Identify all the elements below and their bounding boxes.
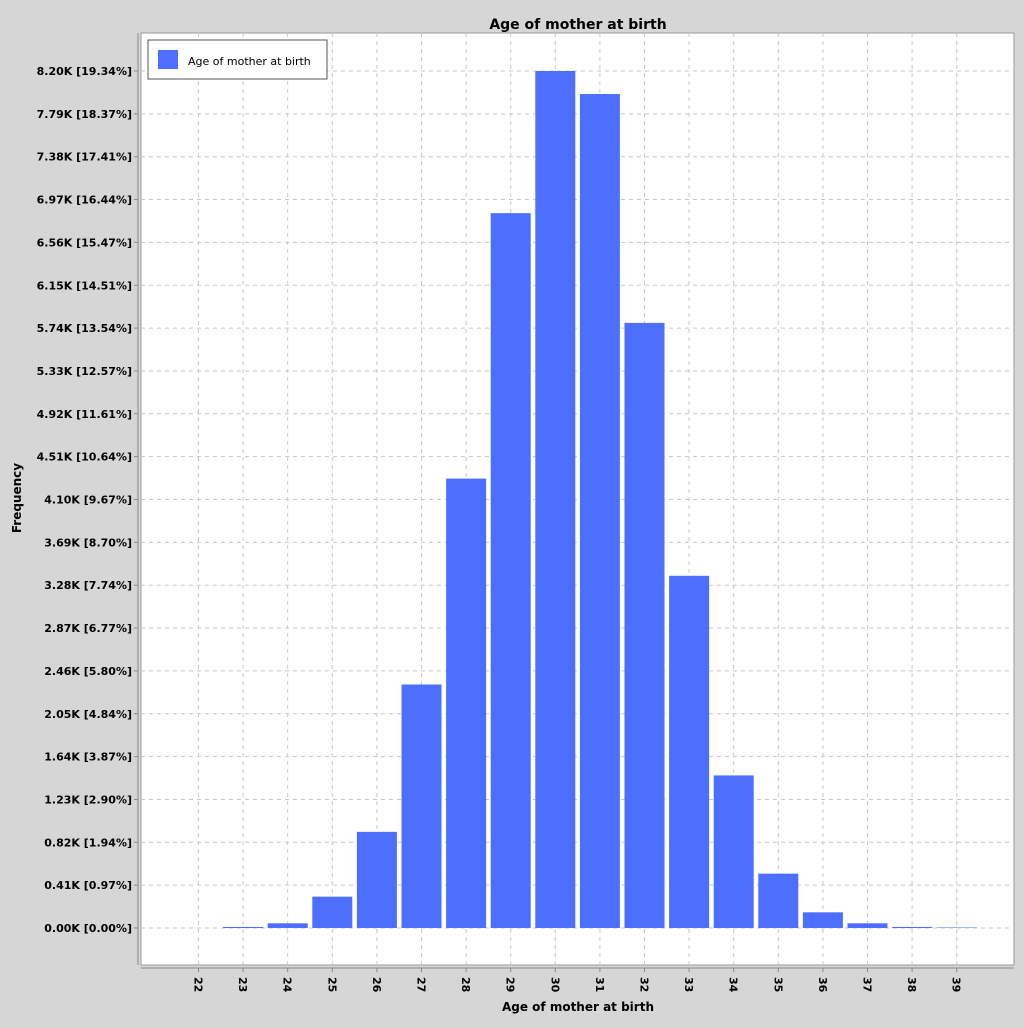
y-tick-label: 5.33K [12.57%] xyxy=(37,365,132,378)
y-tick-label: 2.05K [4.84%] xyxy=(44,708,132,721)
bar-age-39 xyxy=(936,927,977,928)
x-axis-ticks: 22 23 24 25 26 27 28 29 30 31 32 33 34 35 36 37 38 39 xyxy=(192,968,963,993)
y-tick-label: 1.23K [2.90%] xyxy=(44,793,132,806)
bar-age-24 xyxy=(267,923,308,928)
x-tick-label: 24 xyxy=(281,977,294,993)
x-tick-label: 33 xyxy=(682,977,695,992)
x-tick-label: 36 xyxy=(816,977,829,993)
x-tick-label: 25 xyxy=(325,977,338,992)
y-tick-label: 7.79K [18.37%] xyxy=(37,108,132,121)
x-tick-label: 30 xyxy=(548,977,561,993)
x-tick-label: 28 xyxy=(459,977,472,992)
x-tick-label: 38 xyxy=(905,977,918,992)
y-tick-label: 4.10K [9.67%] xyxy=(44,494,132,507)
y-axis-ticks: 0.00K [0.00%] 0.41K [0.97%] 0.82K [1.94%] 1… xyxy=(37,65,138,935)
x-tick-label: 26 xyxy=(370,977,383,993)
y-tick-label: 2.46K [5.80%] xyxy=(44,665,132,678)
x-tick-label: 23 xyxy=(236,977,249,992)
x-tick-label: 37 xyxy=(861,977,874,992)
bar-age-28 xyxy=(446,478,487,928)
y-tick-label: 0.82K [1.94%] xyxy=(44,836,132,849)
legend: Age of mother at birth xyxy=(147,39,328,80)
y-tick-label: 6.15K [14.51%] xyxy=(37,279,132,292)
y-tick-label: 4.51K [10.64%] xyxy=(37,451,132,464)
bars xyxy=(223,71,977,929)
x-tick-label: 39 xyxy=(950,977,963,992)
x-tick-label: 29 xyxy=(504,977,517,992)
bar-age-37 xyxy=(847,923,888,928)
bar-age-30 xyxy=(535,71,576,928)
y-tick-label: 2.87K [6.77%] xyxy=(44,622,132,635)
bar-age-32 xyxy=(624,322,665,928)
x-tick-label: 31 xyxy=(593,977,606,992)
y-tick-label: 3.69K [8.70%] xyxy=(44,536,132,549)
y-tick-label: 3.28K [7.74%] xyxy=(44,579,132,592)
y-tick-label: 0.00K [0.00%] xyxy=(44,922,132,935)
bar-age-33 xyxy=(669,575,710,928)
y-tick-label: 4.92K [11.61%] xyxy=(37,408,132,421)
bar-age-35 xyxy=(758,873,799,928)
x-tick-label: 27 xyxy=(415,977,428,992)
y-tick-label: 1.64K [3.87%] xyxy=(44,751,132,764)
x-axis-label: Age of mother at birth xyxy=(502,1000,654,1014)
x-tick-label: 32 xyxy=(638,977,651,992)
chart-title: Age of mother at birth xyxy=(489,17,666,33)
y-tick-label: 8.20K [19.34%] xyxy=(37,65,132,78)
y-tick-label: 6.97K [16.44%] xyxy=(37,194,132,207)
bar-age-34 xyxy=(713,775,754,928)
y-tick-label: 6.56K [15.47%] xyxy=(37,236,132,249)
y-axis-label: Frequency xyxy=(10,463,24,533)
bar-age-27 xyxy=(401,684,442,928)
bar-age-23 xyxy=(223,926,264,928)
bar-age-36 xyxy=(802,912,843,928)
legend-swatch xyxy=(158,50,178,69)
bar-age-25 xyxy=(312,896,353,928)
x-tick-label: 35 xyxy=(771,977,784,992)
bar-age-26 xyxy=(356,831,397,928)
y-tick-label: 0.41K [0.97%] xyxy=(44,879,132,892)
y-tick-label: 7.38K [17.41%] xyxy=(37,151,132,164)
bar-age-38 xyxy=(892,926,933,928)
x-tick-label: 22 xyxy=(192,977,205,992)
bar-age-31 xyxy=(579,93,620,929)
y-tick-label: 5.74K [13.54%] xyxy=(37,322,132,335)
legend-label: Age of mother at birth xyxy=(188,55,311,68)
x-tick-label: 34 xyxy=(727,977,740,993)
bar-age-29 xyxy=(490,213,531,928)
